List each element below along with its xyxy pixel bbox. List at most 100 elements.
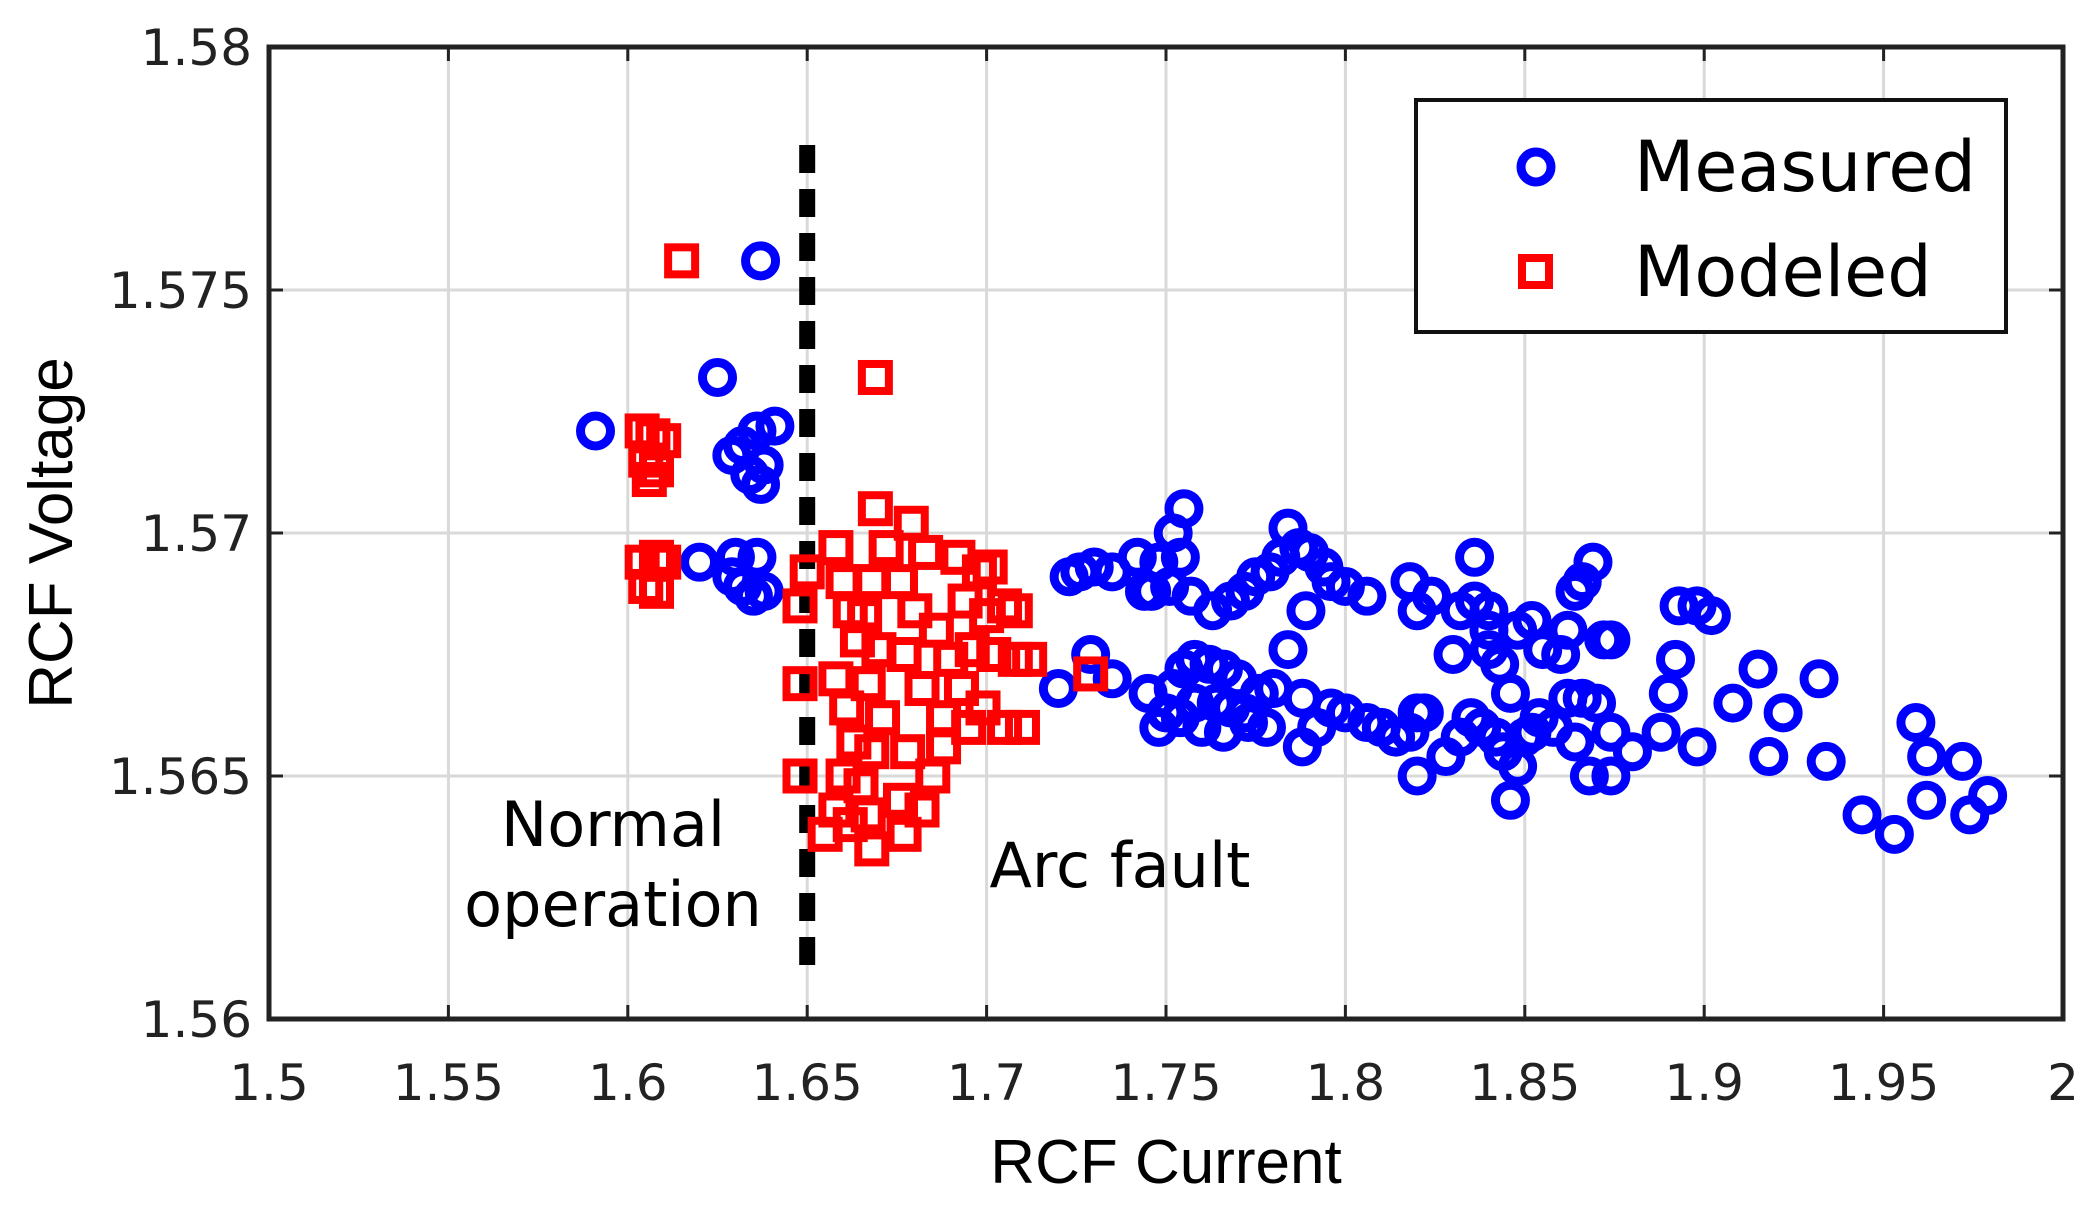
modeled-point: [933, 641, 969, 677]
modeled-point: [631, 462, 667, 498]
annotation-normal-line2: operation: [464, 868, 762, 941]
measured-point: [1074, 547, 1114, 587]
modeled-point: [807, 816, 843, 852]
x-tick-label: 1.6: [588, 1054, 668, 1112]
modeled-point: [997, 641, 1033, 677]
legend-measured-marker: [1516, 147, 1556, 187]
measured-point: [1677, 727, 1717, 767]
modeled-point: [818, 661, 854, 697]
modeled-point: [825, 564, 861, 600]
measured-point: [680, 542, 720, 582]
measured-point: [1907, 737, 1947, 777]
modeled-point: [854, 564, 890, 600]
measured-point: [1469, 591, 1509, 631]
measured-point: [1655, 639, 1695, 679]
modeled-point: [664, 243, 700, 279]
modeled-point: [789, 554, 825, 590]
measured-point: [737, 411, 777, 451]
measured-point: [737, 537, 777, 577]
measured-point: [1347, 576, 1387, 616]
x-tick-label: 1.95: [1828, 1054, 1939, 1112]
modeled-point: [639, 573, 675, 609]
measured-point: [1591, 620, 1631, 660]
measured-point: [1286, 591, 1326, 631]
measured-point: [1842, 795, 1882, 835]
x-tick-label: 1.5: [229, 1054, 309, 1112]
measured-point: [1433, 635, 1473, 674]
modeled-point: [865, 700, 901, 736]
modeled-point: [818, 530, 854, 566]
x-tick-label: 1.65: [752, 1054, 863, 1112]
legend-modeled-label: Modeled: [1634, 231, 1932, 313]
modeled-point: [854, 831, 890, 867]
measured-point: [1896, 703, 1936, 743]
x-tick-label: 1.75: [1110, 1054, 1221, 1112]
x-tick-label: 2: [2047, 1054, 2079, 1112]
modeled-point: [926, 729, 962, 765]
legend-modeled-marker: [1518, 254, 1553, 289]
modeled-point: [850, 797, 886, 833]
modeled-point: [1004, 709, 1040, 745]
modeled-point: [1073, 656, 1109, 692]
x-tick-label: 1.9: [1664, 1054, 1744, 1112]
measured-point: [1691, 596, 1731, 636]
measured-point: [1246, 707, 1286, 747]
measured-point: [1738, 649, 1778, 689]
y-axis-label: RCF Voltage: [17, 357, 86, 709]
measured-point: [1648, 673, 1688, 713]
modeled-point: [782, 758, 818, 794]
measured-point: [1968, 775, 2008, 815]
y-tick-label: 1.565: [109, 748, 252, 806]
measured-point: [1799, 659, 1839, 699]
modeled-point: [890, 734, 926, 770]
modeled-point: [782, 666, 818, 702]
modeled-point: [904, 792, 940, 828]
modeled-point: [882, 564, 918, 600]
x-tick-label: 1.8: [1306, 1054, 1386, 1112]
measured-point: [741, 464, 781, 504]
legend: Measured Modeled: [1414, 98, 2008, 334]
measured-point: [1490, 673, 1530, 713]
measured-point: [1749, 737, 1789, 777]
y-tick-label: 1.575: [109, 262, 252, 320]
x-tick-label: 1.7: [947, 1054, 1027, 1112]
legend-box: [1414, 98, 2008, 334]
x-tick-labels: 1.5 1.55 1.6 1.65 1.7 1.75 1.8 1.85 1.9 1.95 2: [229, 1054, 2079, 1112]
y-tick-label: 1.58: [141, 19, 252, 77]
measured-point: [1555, 722, 1595, 762]
measured-point: [698, 357, 737, 397]
x-tick-label: 1.85: [1469, 1054, 1580, 1112]
y-tick-label: 1.56: [141, 991, 252, 1049]
measured-point: [1763, 693, 1803, 733]
measured-point: [1455, 537, 1495, 577]
measured-point: [1573, 542, 1613, 582]
measured-point: [1659, 586, 1699, 626]
modeled-point: [847, 598, 883, 634]
modeled-point: [782, 588, 818, 624]
measured-point: [1591, 756, 1631, 796]
measured-point: [1164, 489, 1204, 529]
measured-point: [1548, 610, 1588, 650]
measured-point: [1577, 683, 1617, 723]
measured-point: [1612, 732, 1652, 772]
y-tick-label: 1.57: [141, 505, 252, 563]
measured-point: [1907, 780, 1947, 820]
measured-point: [741, 241, 781, 281]
modeled-point: [886, 816, 922, 852]
measured-point: [1282, 727, 1322, 767]
measured-point: [1404, 693, 1444, 733]
plot-frame: [266, 44, 2066, 1022]
measured-point: [1397, 756, 1437, 796]
measured-point: [1412, 576, 1452, 616]
measured-point: [1713, 683, 1753, 723]
modeled-point: [908, 534, 944, 570]
measured-point: [1071, 635, 1111, 674]
modeled-point: [976, 637, 1012, 672]
measured-point: [1092, 659, 1132, 699]
modeled-point: [886, 637, 922, 672]
series-measured: [576, 241, 2008, 854]
measured-point: [576, 411, 616, 451]
measured-point: [1569, 756, 1609, 796]
modeled-point: [951, 709, 987, 745]
annotation-arc-fault: Arc fault: [990, 829, 1251, 902]
